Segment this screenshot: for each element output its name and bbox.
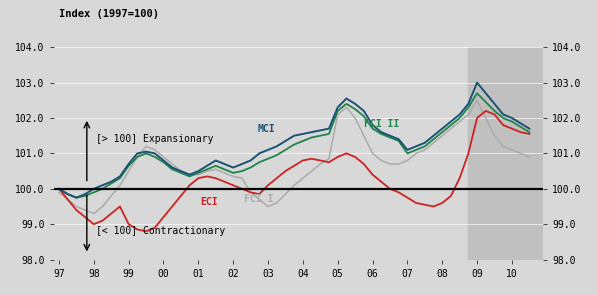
Bar — [469, 47, 543, 260]
Text: ECI: ECI — [200, 197, 218, 207]
Text: MCI: MCI — [257, 124, 275, 134]
Text: [> 100] Expansionary: [> 100] Expansionary — [96, 134, 213, 144]
Text: [< 100] Contractionary: [< 100] Contractionary — [96, 226, 225, 236]
Text: FCI I: FCI I — [244, 194, 273, 204]
Text: FCI II: FCI II — [364, 119, 399, 129]
Text: Index (1997=100): Index (1997=100) — [59, 9, 159, 19]
